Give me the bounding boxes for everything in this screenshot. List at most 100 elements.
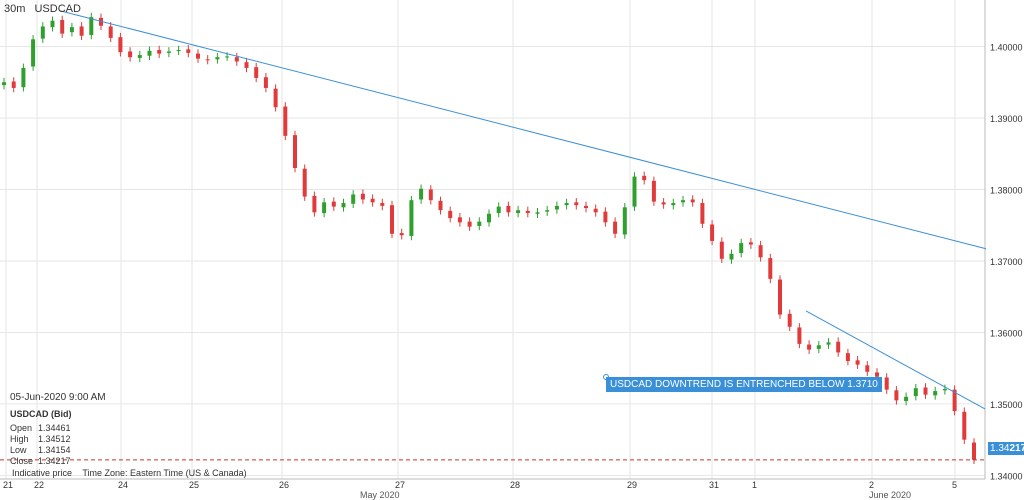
chart-header: 30m USDCAD [4,3,87,15]
candle-body [525,210,530,214]
candle-body [690,199,695,203]
y-tick-label: 1.37000 [990,257,1023,267]
candle-body [778,279,782,315]
candle-body [516,210,521,214]
y-tick-label: 1.38000 [990,185,1023,195]
x-tick-label: 2 [869,480,874,490]
ohlc-datetime: 05-Jun-2020 9:00 AM [10,392,106,403]
candle-body [729,253,734,260]
candle-body [972,442,976,460]
candle-body [157,50,162,54]
ohlc-key: Close [10,456,34,466]
candle-body [428,189,433,201]
candle-body [496,206,501,214]
candle-body [603,211,608,223]
downtrend-annotation[interactable]: USDCAD DOWNTREND IS ENTRENCHED BELOW 1.3… [606,377,882,392]
x-tick-label: 28 [510,480,520,490]
candle-body [467,221,472,227]
candle-body [128,51,133,58]
y-tick-label: 1.39000 [990,114,1023,124]
ohlc-value: 1.34217 [38,456,71,466]
candle-body [584,205,588,209]
candle-body [60,20,65,34]
candle-body [622,207,627,235]
x-tick-label: 24 [118,480,128,490]
candle-body [457,217,462,223]
candle-body [380,203,385,206]
x-tick-label: 26 [279,480,289,490]
candle-body [739,243,744,254]
candle-body [661,202,666,205]
ohlc-row-high: High 1.34512 [10,434,106,445]
candle-body [205,59,210,61]
candle-body [293,135,297,169]
trendline-major [59,10,987,250]
y-tick-label: 1.36000 [990,328,1023,338]
candle-body [118,37,123,53]
timezone-label: Time Zone: Eastern Time (US & Canada) [82,468,247,478]
ohlc-value: 1.34461 [38,423,71,433]
candle-body [894,390,899,401]
current-price-prefix: 1.34 [990,443,1010,454]
ohlc-key: Open [10,423,33,433]
candle-body [748,242,753,245]
candle-body [797,327,802,344]
candle-body [942,388,947,391]
x-tick-label: 29 [627,480,637,490]
x-tick-label: 1 [752,480,757,490]
x-tick-label: 22 [34,480,44,490]
candle-body [719,241,724,259]
candle-body [283,106,288,136]
indicative-price-label: Indicative price [12,468,73,478]
candle-body [933,391,938,396]
candle-body [137,55,142,58]
candle-body [176,50,181,52]
candle-body [21,67,26,88]
ohlc-key: High [10,434,29,444]
chart-footer: Indicative price Time Zone: Eastern Time… [12,468,255,478]
candle-body [322,202,327,214]
candle-body [312,195,317,213]
candle-body [613,221,618,234]
current-price-suffix: 217 [1009,443,1024,454]
candle-body [448,210,453,219]
ohlc-row-open: Open 1.34461 [10,423,106,434]
candle-body [302,168,307,197]
candle-body [215,57,220,60]
candle-body [69,27,74,33]
candle-body [826,342,831,345]
candle-body [234,57,239,62]
candle-body [564,203,569,206]
candle-body [545,210,550,212]
candle-body [710,224,715,241]
candle-body [554,205,559,210]
candle-body [225,56,230,58]
symbol-label: USDCAD [34,3,81,15]
y-tick-label: 1.35000 [990,400,1023,410]
candle-body [11,81,16,88]
candle-body [419,188,424,200]
candle-body [196,53,200,59]
candle-body [487,213,491,223]
candle-body [700,203,705,224]
candle-body [50,20,55,28]
candle-body [593,208,598,213]
candle-body [816,345,821,349]
candle-body [845,353,850,362]
ohlc-row-low: Low 1.34154 [10,445,106,456]
candle-body [399,233,404,236]
candle-body [836,341,841,353]
candle-body [2,82,6,86]
candle-body [370,198,375,203]
candle-body [31,39,36,67]
candle-body [331,201,336,207]
candle-body [360,193,365,200]
x-tick-label: 5 [952,480,957,490]
candle-body [477,221,482,226]
ohlc-panel: 05-Jun-2020 9:00 AM USDCAD (Bid) Open 1.3… [10,392,106,467]
candle-body [681,200,685,203]
candle-body [438,200,443,211]
ohlc-value: 1.34154 [38,445,71,455]
candle-body [79,26,84,36]
